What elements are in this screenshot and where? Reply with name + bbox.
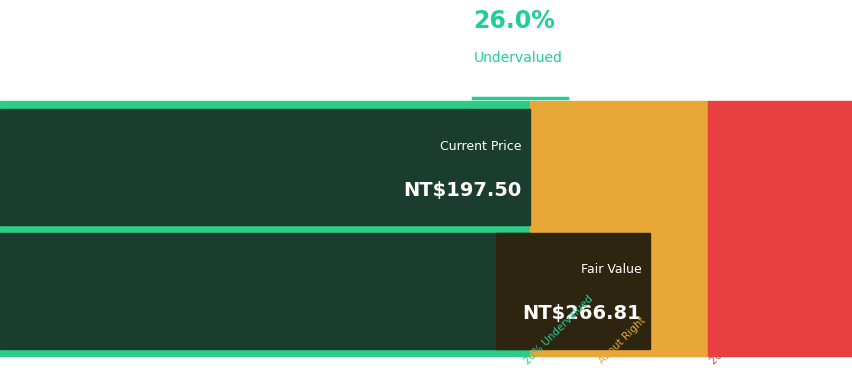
Text: Undervalued: Undervalued [473,51,561,65]
Bar [707,101,852,356]
Bar [0,233,529,349]
Bar [495,233,649,349]
Text: About Right: About Right [596,316,647,366]
Bar [0,101,529,356]
Bar [0,109,529,225]
Text: Current Price: Current Price [439,139,521,152]
Text: Fair Value: Fair Value [580,263,641,276]
Text: 20% Overvalued: 20% Overvalued [707,298,775,366]
Text: 26.0%: 26.0% [473,8,555,33]
Text: NT$266.81: NT$266.81 [522,304,641,323]
Text: 20% Undervalued: 20% Undervalued [521,294,594,366]
Text: NT$197.50: NT$197.50 [402,181,521,200]
Bar [529,101,707,356]
